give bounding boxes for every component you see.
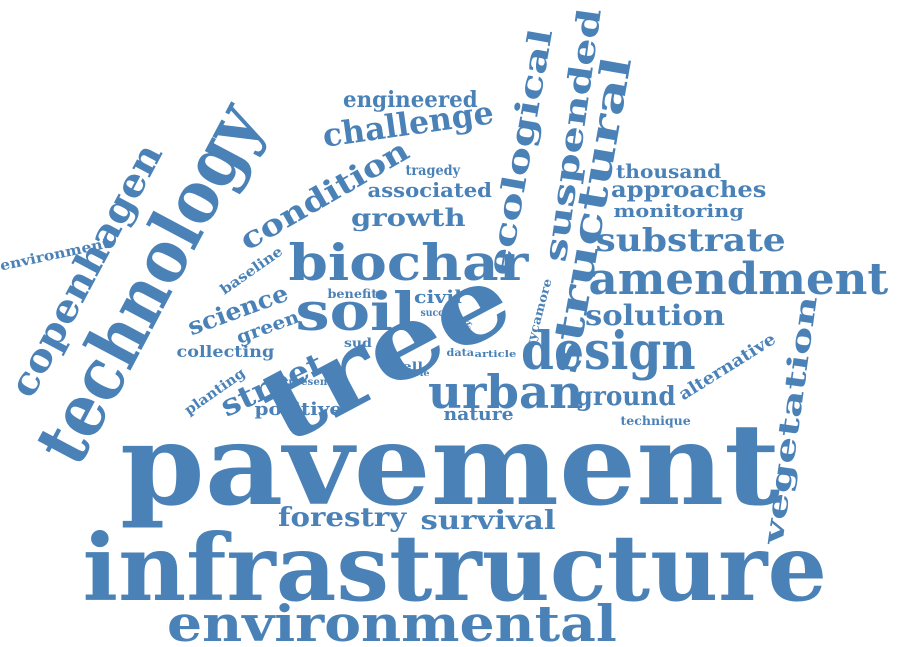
word-present: present: [288, 377, 332, 388]
word-tragedy: tragedy: [405, 163, 461, 179]
word-environmental: environmental: [167, 594, 617, 647]
word-pavement: pavement: [119, 400, 781, 531]
word-forestry: forestry: [277, 503, 407, 533]
word-data: data: [446, 348, 474, 359]
word-success: success: [419, 308, 460, 319]
word-civil: civil: [414, 287, 462, 308]
word-sud: sud: [344, 336, 372, 350]
word-survival: survival: [420, 506, 556, 536]
word-substrate: substrate: [594, 221, 786, 259]
word-urban: urban: [427, 365, 583, 419]
word-engineered: engineered: [342, 87, 478, 113]
word-collecting: collecting: [176, 342, 274, 361]
word-positive: positive: [254, 399, 342, 420]
word-soil: soil: [294, 282, 416, 343]
word-associated: associated: [367, 178, 492, 202]
word-growth: growth: [350, 203, 466, 232]
word-solution: solution: [584, 299, 726, 332]
word-approaches: approaches: [610, 177, 766, 203]
word-thousand: thousand: [615, 160, 721, 183]
word-grey: grey: [461, 319, 473, 341]
word-role: role: [408, 368, 430, 378]
word-amendment: amendment: [588, 254, 888, 305]
word-ground: ground: [575, 382, 676, 412]
word-article: article: [474, 349, 516, 360]
word-nature: nature: [442, 404, 514, 425]
word-biochar: biochar: [288, 233, 528, 292]
word-benefit: benefit: [327, 287, 377, 301]
word-infrastructure: infrastructure: [82, 514, 828, 622]
word-technique: technique: [619, 414, 691, 428]
word-cell: cell: [392, 359, 424, 373]
word-monitoring: monitoring: [612, 201, 744, 222]
word-design: design: [520, 321, 696, 382]
